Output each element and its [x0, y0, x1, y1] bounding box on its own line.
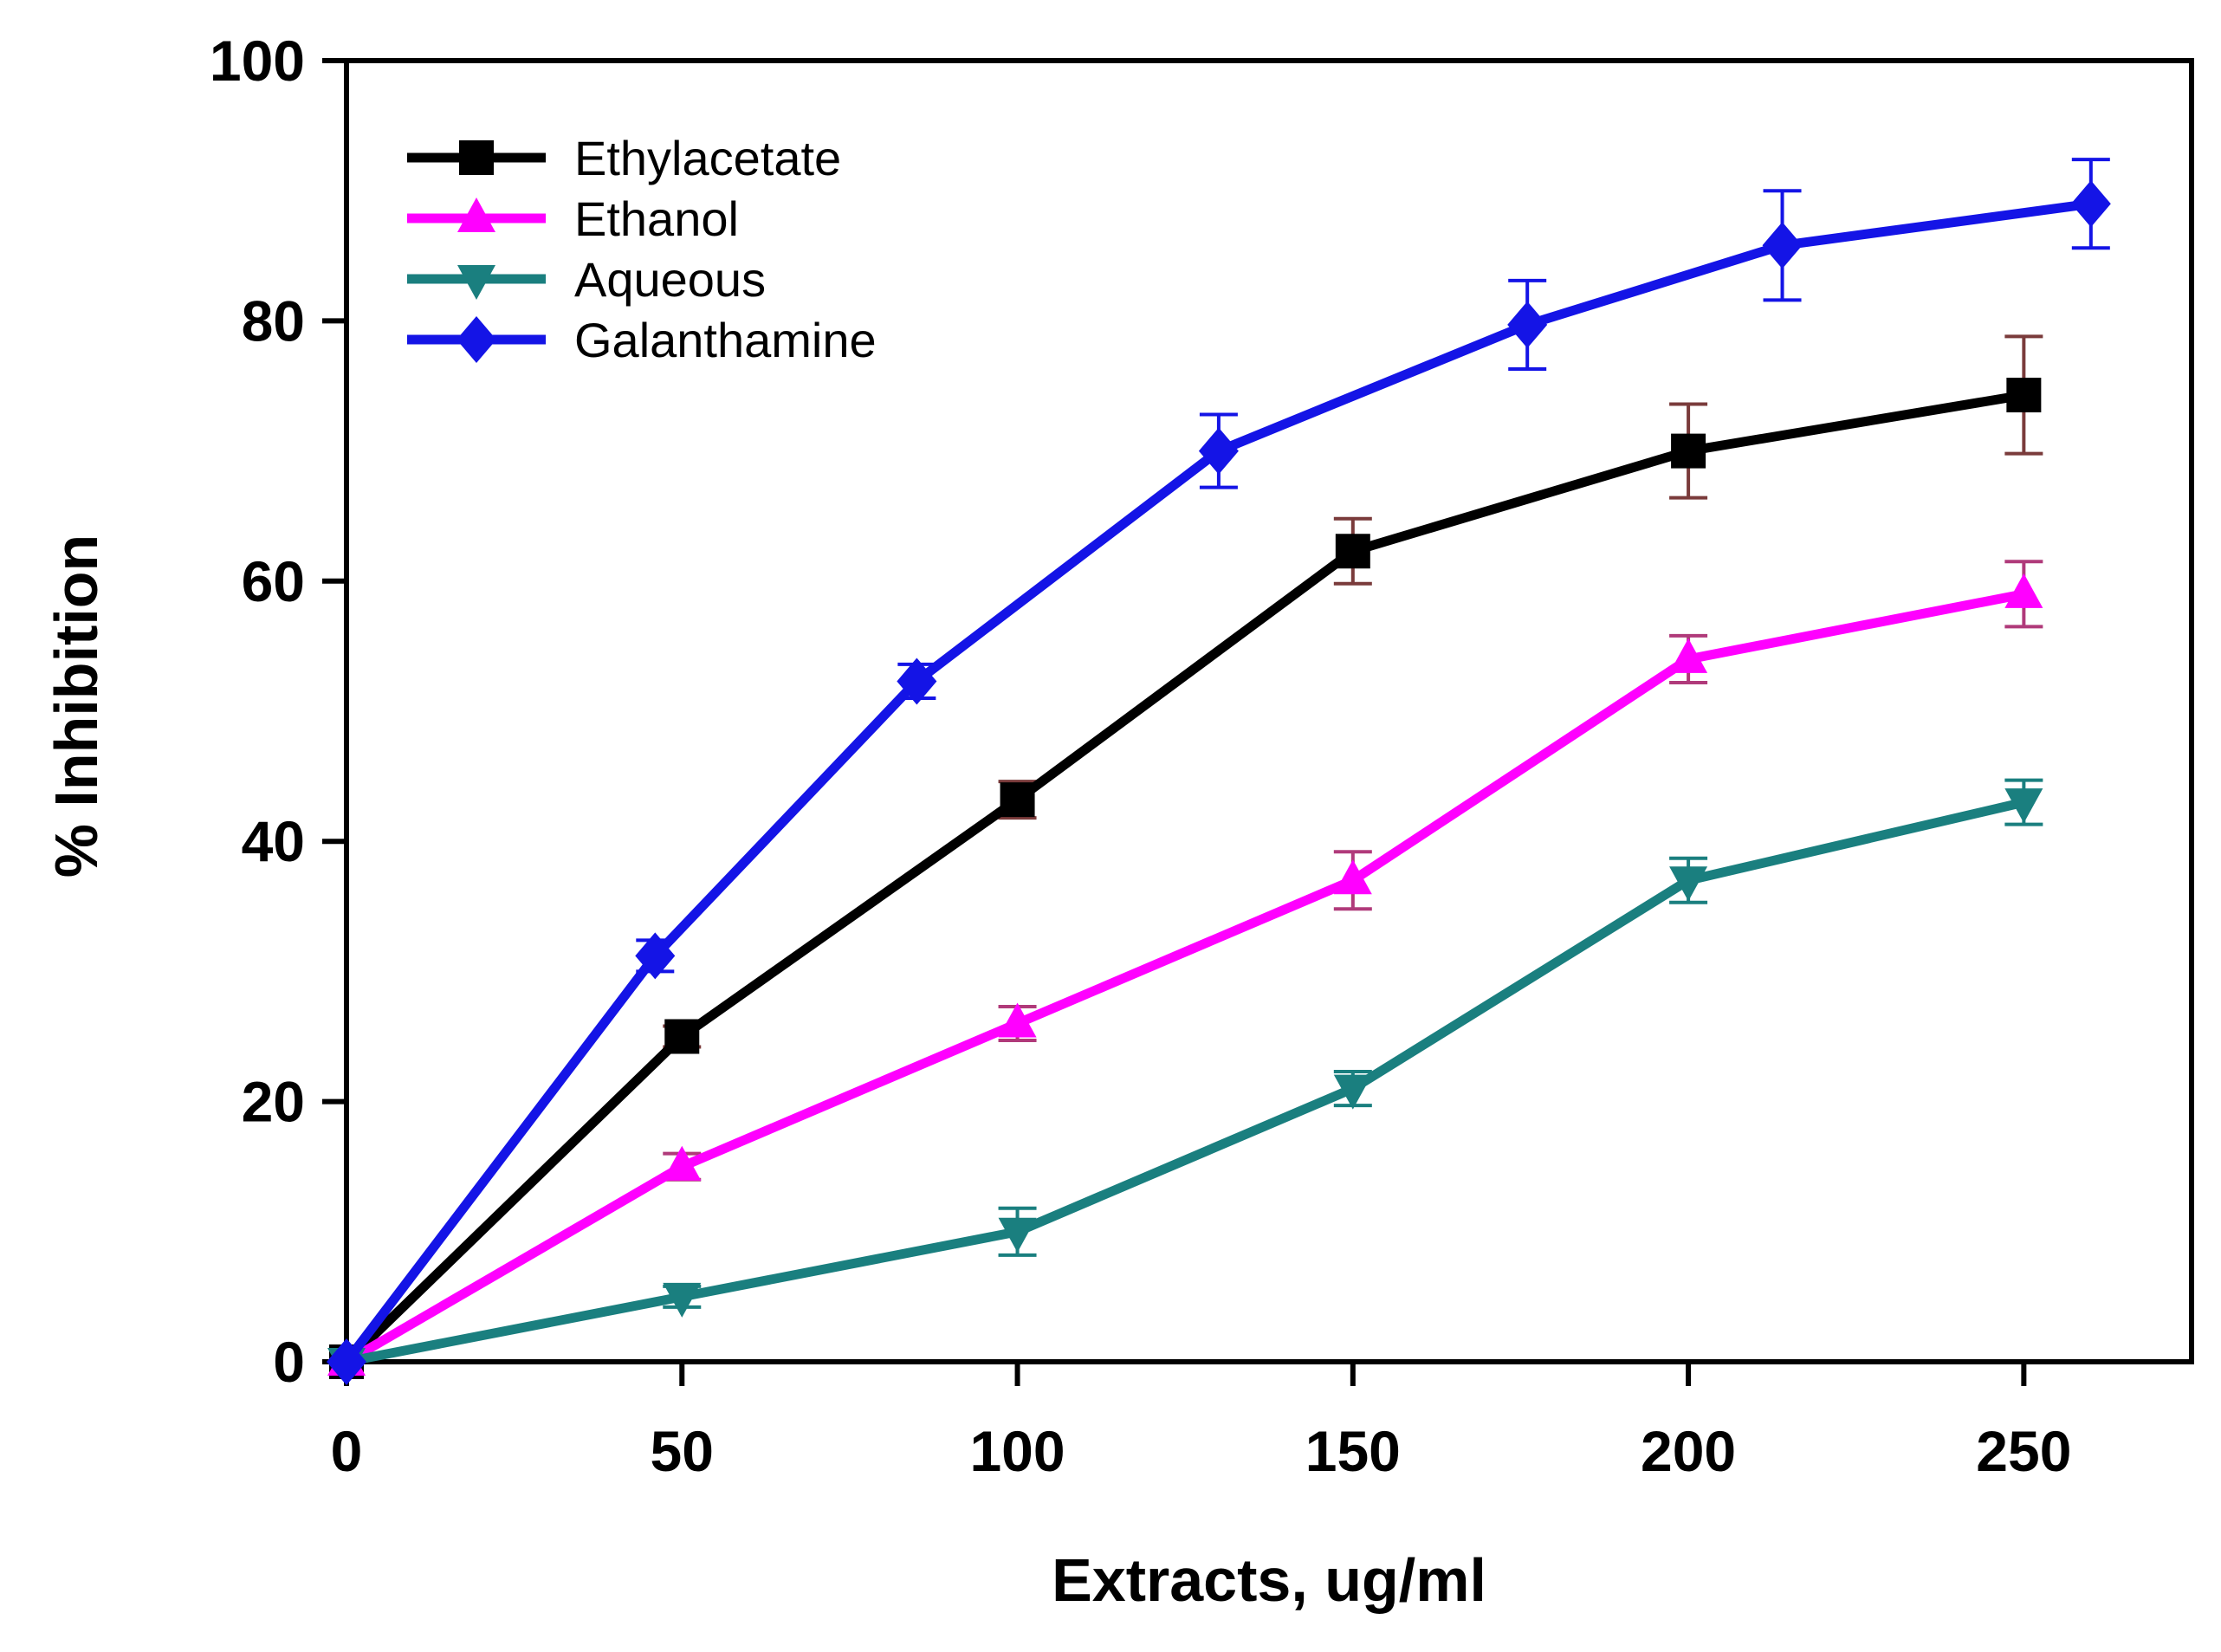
- series-ethanol: [327, 560, 2043, 1376]
- data-point-ethanol: [2004, 573, 2043, 608]
- legend-marker-ethanol: [457, 198, 495, 232]
- series-line-ethanol: [341, 589, 2029, 1367]
- legend-item-galanthamine: Galanthamine: [407, 313, 877, 367]
- data-point-aqueous: [663, 1282, 702, 1318]
- y-tick-label: 0: [273, 1330, 305, 1394]
- legend-marker-ethylacetate: [459, 140, 494, 175]
- series-aqueous: [327, 778, 2043, 1383]
- y-tick-label: 100: [210, 29, 305, 93]
- data-point-ethanol: [1669, 638, 1708, 673]
- series-galanthamine: [327, 158, 2111, 1385]
- legend-item-ethanol: Ethanol: [407, 191, 739, 246]
- x-tick-label: 250: [1976, 1419, 2071, 1483]
- data-point-ethanol: [1333, 859, 1372, 895]
- legend-label-galanthamine: Galanthamine: [574, 313, 877, 367]
- data-point-galanthamine: [1507, 301, 1548, 348]
- legend-item-ethylacetate: Ethylacetate: [407, 131, 841, 185]
- data-point-aqueous: [998, 1217, 1037, 1253]
- data-point-ethylacetate: [664, 1019, 700, 1054]
- y-axis-title: % Inhibition: [42, 534, 110, 878]
- data-point-ethanol: [998, 1002, 1037, 1038]
- data-point-ethanol: [663, 1145, 702, 1181]
- x-tick-label: 150: [1305, 1419, 1401, 1483]
- legend-label-ethanol: Ethanol: [574, 191, 739, 246]
- legend-marker-aqueous: [457, 265, 495, 300]
- data-point-galanthamine: [635, 932, 676, 980]
- data-point-ethylacetate: [1671, 433, 1706, 469]
- data-point-galanthamine: [1762, 222, 1803, 269]
- legend: Ethylacetate Ethanol Aqueous Galanthamine: [407, 131, 877, 367]
- legend-label-aqueous: Aqueous: [574, 252, 766, 307]
- data-point-ethylacetate: [1335, 534, 1370, 569]
- x-axis-title: Extracts, ug/ml: [1052, 1546, 1486, 1614]
- data-point-ethylacetate: [1000, 782, 1035, 818]
- y-tick-label: 40: [242, 809, 305, 873]
- x-tick-label: 200: [1641, 1419, 1736, 1483]
- y-tick-label: 60: [242, 549, 305, 613]
- axes-layer: 0 20 40 60 80 100 0 50 100 150 200 250: [210, 29, 2194, 1483]
- y-tick-label: 20: [242, 1070, 305, 1134]
- data-point-ethylacetate: [2006, 378, 2042, 413]
- series-line-galanthamine: [341, 198, 2096, 1367]
- x-tick-label: 0: [331, 1419, 363, 1483]
- x-tick-label: 100: [969, 1419, 1065, 1483]
- data-point-galanthamine: [2070, 180, 2111, 228]
- legend-marker-galanthamine: [457, 316, 496, 363]
- series-layer: [327, 158, 2111, 1385]
- legend-label-ethylacetate: Ethylacetate: [574, 131, 841, 185]
- data-point-aqueous: [2004, 788, 2043, 824]
- data-point-aqueous: [1333, 1074, 1372, 1110]
- y-tick-label: 80: [242, 288, 305, 353]
- data-point-aqueous: [1669, 866, 1708, 902]
- series-line-ethylacetate: [341, 390, 2029, 1367]
- data-point-galanthamine: [327, 1338, 366, 1385]
- legend-item-aqueous: Aqueous: [407, 252, 766, 307]
- series-line-aqueous: [341, 797, 2029, 1367]
- data-point-galanthamine: [897, 658, 937, 705]
- plot-frame: [344, 58, 2194, 1364]
- x-tick-label: 50: [651, 1419, 714, 1483]
- data-point-galanthamine: [1198, 427, 1239, 475]
